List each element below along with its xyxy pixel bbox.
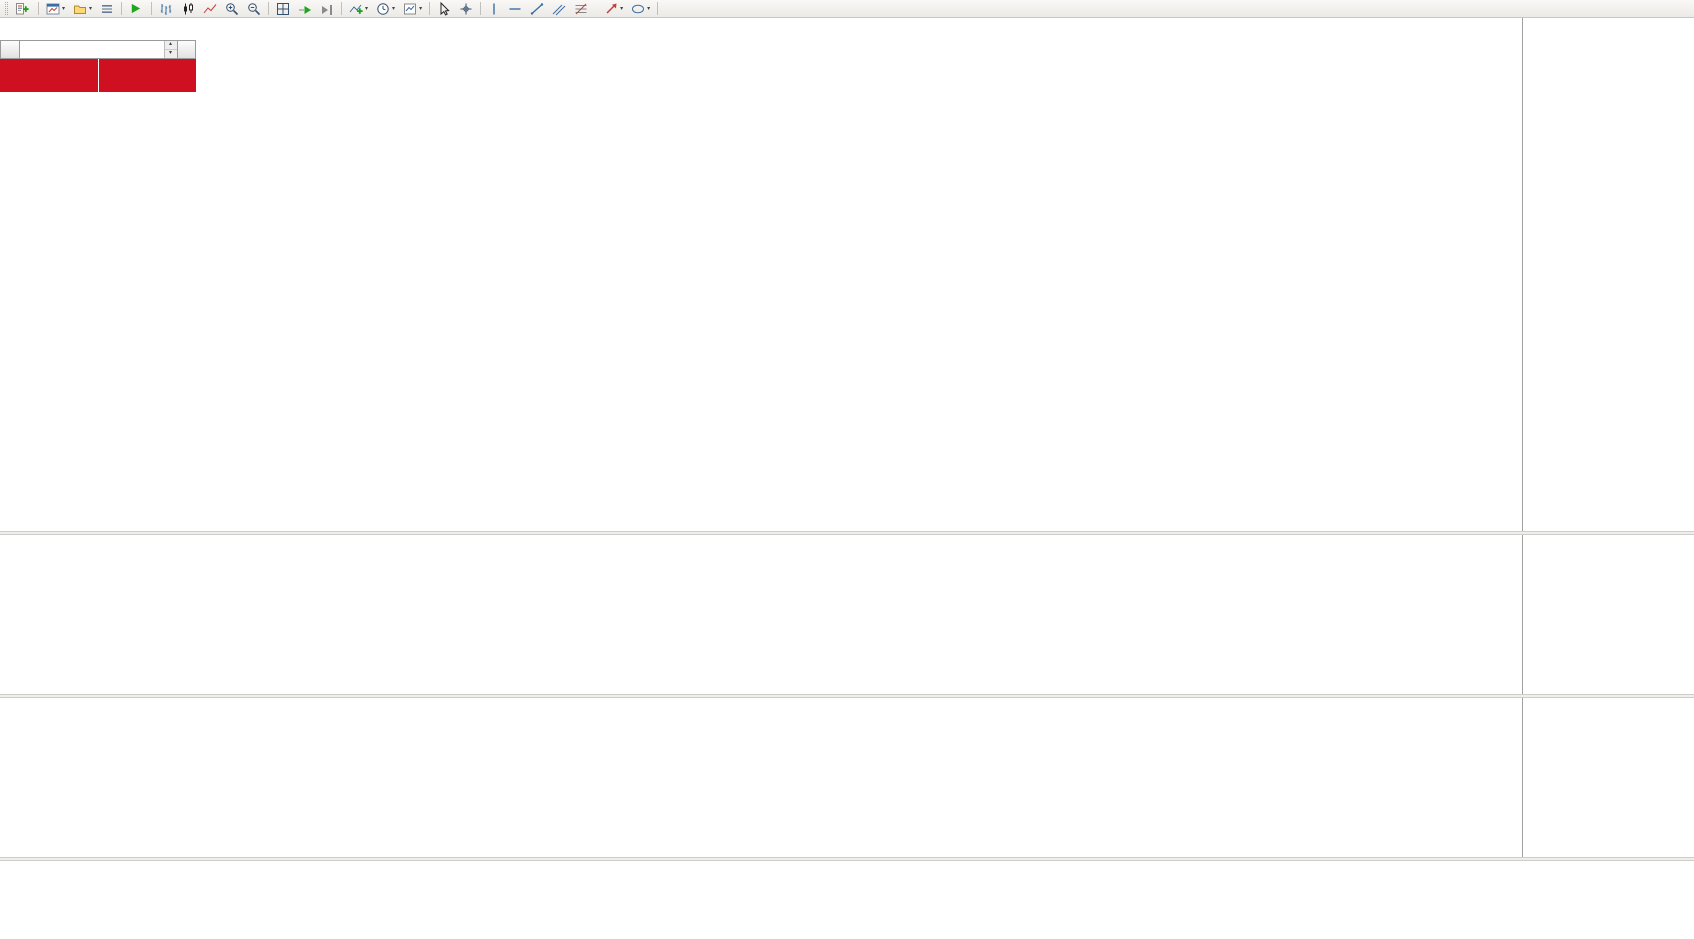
cursor-button[interactable] (433, 1, 455, 17)
chart-shift-icon (322, 4, 333, 15)
arrow-tool-button[interactable]: ▾ (600, 1, 627, 17)
toolbar-separator (268, 2, 270, 15)
dropdown-caret: ▾ (647, 5, 651, 12)
toolbar-grip[interactable] (5, 2, 8, 15)
toolbar-separator (429, 2, 431, 15)
zoom-in-icon (226, 2, 239, 15)
toolbar-separator (121, 2, 123, 15)
horizontal-line-icon (509, 7, 521, 10)
autotrading-play-icon (131, 3, 141, 14)
main-chart-canvas[interactable] (0, 18, 1522, 531)
new-order-button[interactable] (11, 1, 35, 17)
volume-field: ▴ ▾ (19, 40, 177, 59)
rsi-canvas[interactable] (0, 698, 1522, 857)
dropdown-caret: ▾ (620, 5, 624, 12)
vertical-line-icon (493, 3, 495, 14)
shapes-ellipse-icon (632, 4, 645, 13)
toolbar: ▾ ▾ (0, 0, 1694, 18)
clock-icon (377, 2, 389, 15)
toolbar-separator (480, 2, 482, 15)
zoom-in-button[interactable] (221, 1, 243, 17)
dropdown-caret: ▾ (365, 5, 369, 12)
horizontal-line-button[interactable] (504, 1, 526, 17)
time-axis[interactable] (0, 861, 1522, 877)
toolbar-separator (38, 2, 39, 15)
one-click-trade-panel: ▴ ▾ (0, 40, 196, 92)
profiles-folder-icon (74, 5, 87, 14)
sell-button[interactable] (0, 40, 20, 59)
text-tool-button[interactable] (592, 1, 600, 17)
auto-scroll-icon (299, 5, 312, 14)
chart-shift-button[interactable] (316, 1, 338, 17)
indicators-button[interactable]: ▾ (345, 1, 372, 17)
bar-chart-button[interactable] (155, 1, 177, 17)
buy-button[interactable] (176, 40, 196, 59)
panel-separator[interactable] (0, 531, 1694, 535)
candlestick-icon (184, 2, 194, 14)
line-chart-icon (203, 3, 217, 13)
new-chart-button[interactable]: ▾ (42, 1, 69, 17)
price-axis[interactable] (1522, 18, 1694, 861)
tile-windows-button[interactable] (272, 1, 294, 17)
panel-separator[interactable] (0, 857, 1694, 861)
tile-windows-icon (277, 2, 290, 15)
arrow-tool-icon (606, 3, 617, 14)
volume-stepper: ▴ ▾ (163, 41, 177, 58)
bar-chart-icon (160, 3, 172, 15)
toolbar-separator (151, 2, 153, 15)
auto-scroll-button[interactable] (294, 1, 316, 17)
market-watch-button[interactable] (96, 1, 118, 17)
candlestick-button[interactable] (177, 1, 199, 17)
profiles-button[interactable]: ▾ (69, 1, 96, 17)
indicators-icon (349, 4, 363, 14)
autotrading-button[interactable] (125, 1, 148, 17)
templates-icon (404, 3, 417, 14)
fibonacci-icon (575, 3, 587, 14)
main-chart-panel: ▴ ▾ (0, 18, 1522, 531)
buy-price-box[interactable] (98, 59, 196, 92)
shapes-button[interactable]: ▾ (627, 1, 654, 17)
macd-canvas[interactable] (0, 535, 1522, 694)
channel-icon (552, 4, 566, 15)
trendline-button[interactable] (526, 1, 548, 17)
zoom-out-icon (248, 2, 261, 15)
zoom-out-button[interactable] (243, 1, 265, 17)
volume-down-icon[interactable]: ▾ (164, 50, 177, 58)
toolbar-separator (657, 2, 659, 15)
sell-price-box[interactable] (0, 59, 98, 92)
line-chart-button[interactable] (199, 1, 221, 17)
dropdown-caret: ▾ (62, 5, 66, 12)
new-order-icon (16, 2, 29, 14)
volume-up-icon[interactable]: ▴ (164, 41, 177, 50)
dropdown-caret: ▾ (89, 5, 93, 12)
market-watch-icon (102, 4, 113, 13)
dropdown-caret: ▾ (419, 5, 423, 12)
templates-button[interactable]: ▾ (399, 1, 426, 17)
toolbar-separator (341, 2, 343, 15)
new-chart-icon (46, 3, 60, 14)
cursor-icon (440, 1, 450, 16)
channel-button[interactable] (548, 1, 570, 17)
panel-separator[interactable] (0, 694, 1694, 698)
macd-panel (0, 535, 1522, 694)
crosshair-button[interactable] (455, 1, 477, 17)
volume-input[interactable] (19, 41, 164, 58)
rsi-panel (0, 698, 1522, 857)
vertical-line-button[interactable] (484, 1, 504, 17)
crosshair-icon (460, 3, 472, 14)
trendline-icon (530, 2, 544, 15)
fibonacci-button[interactable] (570, 1, 592, 17)
periods-button[interactable]: ▾ (372, 1, 399, 17)
dropdown-caret: ▾ (392, 5, 396, 12)
